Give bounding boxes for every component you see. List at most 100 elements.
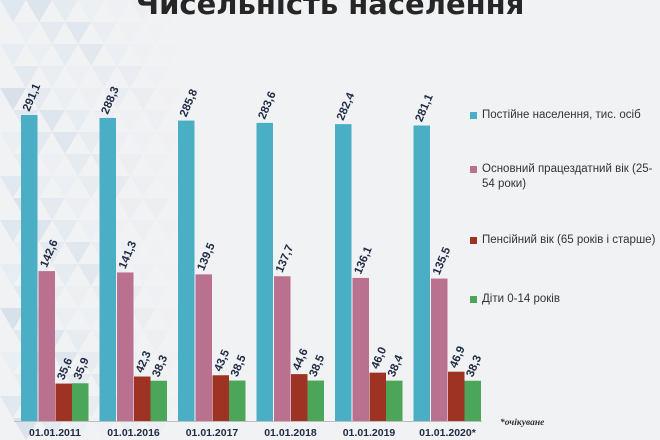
background-triangle [0,220,26,242]
background-triangle [78,0,104,22]
legend-item: Пенсійний вік (65 років і старше) [470,233,660,248]
background-triangle [65,418,91,440]
background-triangle [130,132,156,154]
background-triangle [52,220,78,242]
background-triangle [78,44,104,66]
background-triangle [104,0,130,22]
background-triangle [65,286,91,308]
background-triangle [0,0,26,22]
background-triangle [156,132,182,154]
legend-swatch [470,237,477,244]
background-triangle [52,264,78,286]
background-triangle [0,352,26,374]
background-triangle [52,44,78,66]
background-triangle [117,110,143,132]
data-label: 46,0 [369,346,389,371]
background-triangle [39,66,65,88]
background-triangle [117,154,143,176]
background-triangle [143,198,169,220]
background-triangle [78,132,104,154]
bar [212,375,229,421]
background-triangle [0,132,26,154]
data-label: 35,6 [55,356,75,381]
bar [307,380,324,421]
legend-label: Пенсійний вік (65 років і старше) [482,234,656,246]
bar [386,380,403,421]
legend-swatch [470,112,477,119]
x-tick-label: 01.01.2011 [29,427,81,439]
bar [335,124,352,421]
legend-item: Основний працездатний вік (25-54 роки) [470,162,660,192]
legend-swatch [470,166,477,173]
legend-label: Основний працездатний вік (25-54 роки) [482,163,653,190]
footnote: *очікуване [500,418,545,428]
background-triangle [143,242,169,264]
background-triangle [78,176,104,198]
background-triangle [13,418,39,440]
background-triangle [39,198,65,220]
x-tick-label: 01.01.2017 [186,427,239,439]
background-triangle [143,110,169,132]
bar [195,274,212,421]
data-label: 38,3 [464,354,484,379]
background-triangle [143,66,169,88]
data-label: 285,8 [178,87,201,119]
background-triangle [0,88,26,110]
background-triangle [143,286,169,308]
background-triangle [156,264,182,286]
bar [369,372,386,421]
background-triangle [65,110,91,132]
background-triangle [65,154,91,176]
data-label: 35,9 [72,356,92,381]
background-triangle [0,396,26,418]
bar [413,125,430,422]
x-tick-label: 01.01.2016 [107,427,160,439]
bar [431,278,448,421]
background-triangle [130,264,156,286]
background-triangle [91,22,117,44]
data-label: 282,4 [335,91,358,123]
data-label: 281,1 [413,92,436,124]
background-triangle [39,418,65,440]
bar [448,371,465,421]
data-label: 38,5 [229,353,249,379]
bar [38,271,55,421]
data-label: 135,5 [431,245,454,277]
bar [291,374,308,421]
background-triangle [52,176,78,198]
background-triangle [26,88,52,110]
data-label: 43,5 [212,348,232,374]
bar [55,383,72,421]
background-triangle [39,22,65,44]
data-label: 139,5 [195,241,218,273]
data-label: 42,3 [134,349,154,374]
data-label: 136,1 [352,244,375,276]
background-triangle [78,308,104,330]
data-label: 141,3 [117,239,139,270]
x-tick-label: 01.01.2018 [264,427,317,439]
background-triangle [78,220,104,242]
background-triangle [91,418,117,440]
background-triangle [117,66,143,88]
background-triangle [39,110,65,132]
background-triangle [26,0,52,22]
background-triangle [130,0,156,22]
bar [256,122,273,422]
background-triangle [13,66,39,88]
bar [178,120,195,421]
background-triangle [52,0,78,22]
background-triangle [104,44,130,66]
data-label: 283,6 [256,90,278,121]
background-triangle [156,220,182,242]
data-label: 38,4 [386,353,406,379]
background-triangle [130,88,156,110]
background-triangle [39,242,65,264]
legend-item: Діти 0-14 років [470,292,660,307]
bar [229,380,246,421]
data-label: 137,7 [274,243,296,274]
background-triangle [91,66,117,88]
background-triangle [117,242,143,264]
background-triangle [52,132,78,154]
background-triangle [130,352,156,374]
background-triangle [13,22,39,44]
